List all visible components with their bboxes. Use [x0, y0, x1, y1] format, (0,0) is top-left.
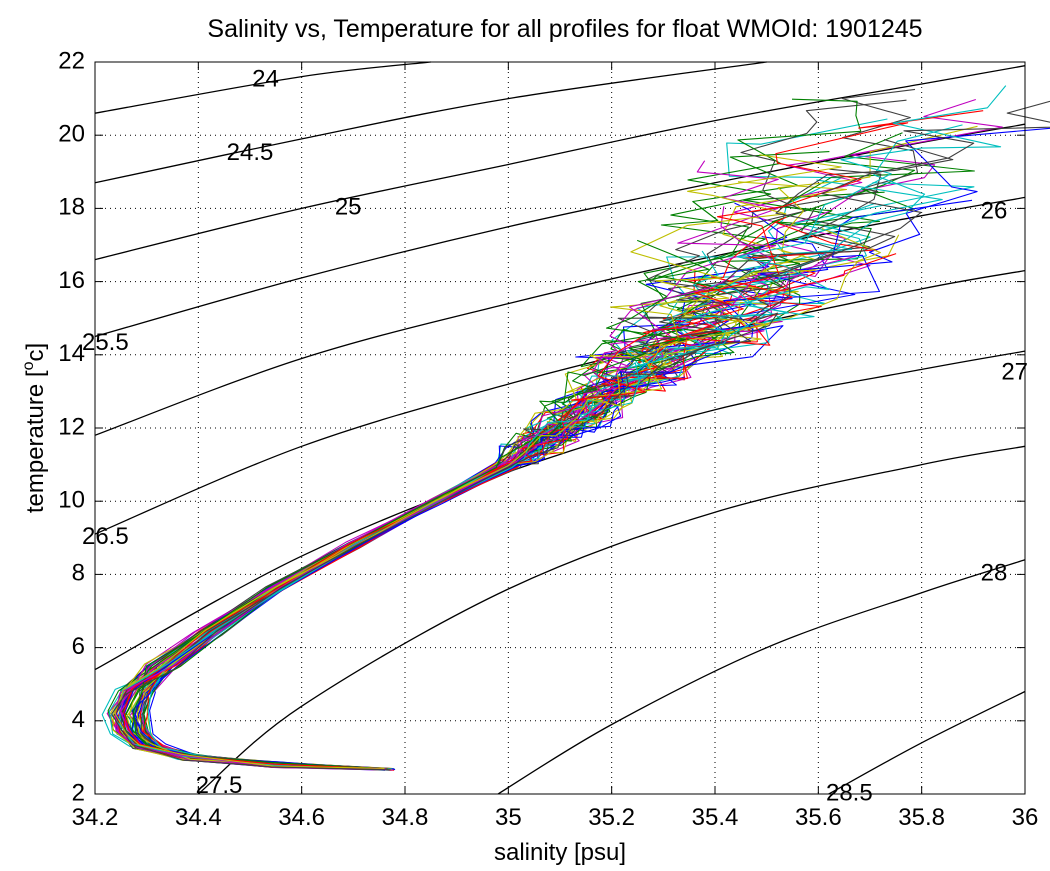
profile-line [122, 429, 576, 770]
profile-line [115, 340, 741, 770]
y-axis-label-superscript: o [20, 361, 37, 370]
profile-line [133, 428, 564, 771]
profile-line [123, 253, 897, 771]
density-contour-line [497, 559, 1026, 795]
density-contours [94, 61, 1026, 795]
profile-line [111, 100, 1050, 771]
density-contour-label: 24.5 [227, 139, 274, 166]
profile-line [107, 98, 862, 771]
x-tick-labels: 34.2 34.4 34.6 34.8 35 35.2 35.4 35.6 35.8 36 [72, 804, 1039, 831]
x-tick-label: 36 [1012, 804, 1039, 831]
density-contour-line [94, 61, 431, 114]
profile-line [108, 289, 815, 770]
x-tick-label: 34.2 [72, 804, 119, 831]
density-contour-label: 25 [335, 194, 362, 221]
y-axis-label-main: temperature [ [22, 370, 49, 513]
density-contour-label: 28 [981, 560, 1008, 587]
y-tick-label: 4 [72, 706, 85, 733]
y-tick-label: 16 [58, 267, 85, 294]
x-tick-label: 34.4 [175, 804, 222, 831]
density-contour-label: 27 [1001, 358, 1028, 385]
density-contour-label: 25.5 [82, 329, 129, 356]
y-tick-label: 14 [58, 340, 85, 367]
axis-ticks [94, 61, 1026, 795]
y-axis-label: temperature [oc] [20, 343, 49, 513]
y-tick-label: 10 [58, 487, 85, 514]
profile-line [132, 239, 710, 770]
x-tick-label: 34.8 [382, 804, 429, 831]
profile-line [124, 334, 735, 771]
y-axis-label-tail: c] [22, 343, 49, 362]
y-tick-label: 12 [58, 413, 85, 440]
density-contour-label: 26 [981, 197, 1008, 224]
x-tick-label: 35 [495, 804, 522, 831]
profile-lines [101, 85, 1050, 771]
profile-line [116, 99, 907, 770]
x-tick-label: 35.2 [588, 804, 635, 831]
density-contour-labels: 24 24.5 25 25.5 26 26.5 27 27.5 28 28.5 [82, 66, 1028, 807]
grid-lines [95, 62, 1025, 794]
density-contour-line [94, 123, 1026, 338]
x-tick-label: 35.6 [795, 804, 842, 831]
profile-line [114, 160, 779, 771]
profile-line [120, 275, 735, 771]
profile-line [131, 376, 686, 771]
density-contour-line [828, 690, 1026, 795]
density-contour-label: 24 [252, 66, 279, 93]
y-tick-label: 22 [58, 47, 85, 74]
chart-title: Salinity vs, Temperature for all profile… [207, 15, 922, 43]
profile-line [112, 154, 842, 771]
x-tick-label: 35.4 [692, 804, 739, 831]
profile-line [101, 182, 975, 770]
profile-line [126, 269, 816, 770]
profile-line [114, 373, 622, 769]
profile-line [119, 344, 712, 771]
profile-line [120, 409, 565, 771]
y-tick-label: 8 [72, 560, 85, 587]
profile-line [142, 255, 857, 770]
density-contour-line [94, 350, 1026, 671]
y-tick-label: 2 [72, 779, 85, 806]
profile-line [139, 274, 807, 770]
density-contour-line [94, 65, 1026, 261]
profile-line [110, 85, 1007, 771]
density-contour-line [197, 445, 1026, 795]
y-tick-label: 18 [58, 194, 85, 221]
density-contour-label: 28.5 [826, 779, 873, 806]
x-axis-label: salinity [psu] [494, 839, 626, 866]
profile-line [130, 199, 973, 771]
x-tick-label: 34.6 [278, 804, 325, 831]
density-contour-label: 27.5 [196, 772, 243, 799]
y-tick-label: 6 [72, 633, 85, 660]
profile-line [122, 292, 720, 770]
y-tick-label: 20 [58, 121, 85, 148]
density-contour-label: 26.5 [82, 523, 129, 550]
x-tick-label: 35.8 [898, 804, 945, 831]
density-contour-line [94, 61, 767, 184]
y-tick-labels: 2 4 6 8 10 12 14 16 18 20 22 [58, 47, 85, 806]
density-contour-line [94, 196, 1026, 436]
